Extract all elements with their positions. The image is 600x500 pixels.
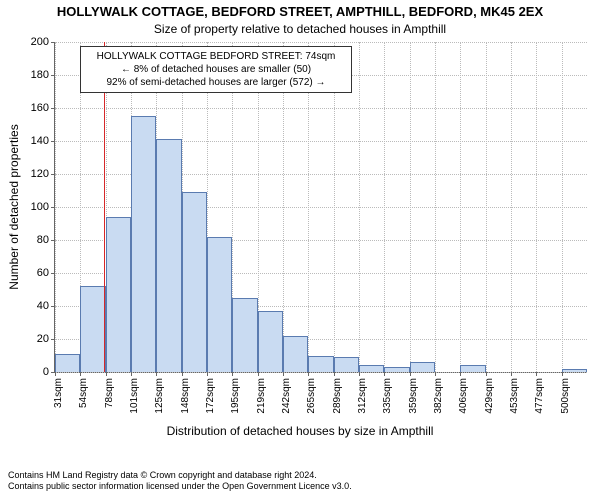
histogram-bar <box>106 217 131 372</box>
xtick-label: 429sqm <box>484 378 495 414</box>
xtick-mark <box>80 372 81 376</box>
xtick-label: 312sqm <box>357 378 368 414</box>
xtick-mark <box>156 372 157 376</box>
xtick-mark <box>359 372 360 376</box>
gridline-h <box>55 372 587 373</box>
footer-line: Contains public sector information licen… <box>8 481 352 492</box>
xtick-label: 289sqm <box>332 378 343 414</box>
histogram-bar <box>55 354 80 372</box>
xtick-mark <box>410 372 411 376</box>
xtick-label: 500sqm <box>560 378 571 414</box>
xtick-mark <box>182 372 183 376</box>
footer-line: Contains HM Land Registry data © Crown c… <box>8 470 352 481</box>
histogram-bar <box>460 365 485 372</box>
xtick-label: 382sqm <box>433 378 444 414</box>
xtick-mark <box>334 372 335 376</box>
gridline-v <box>562 42 563 372</box>
xtick-mark <box>486 372 487 376</box>
info-box-line: 92% of semi-detached houses are larger (… <box>87 76 345 89</box>
info-box-line: HOLLYWALK COTTAGE BEDFORD STREET: 74sqm <box>87 50 345 63</box>
xtick-label: 219sqm <box>256 378 267 414</box>
ytick-label: 120 <box>31 168 55 180</box>
attribution-footer: Contains HM Land Registry data © Crown c… <box>8 470 352 493</box>
histogram-bar <box>359 365 384 372</box>
ytick-label: 0 <box>43 366 55 378</box>
xtick-mark <box>562 372 563 376</box>
xtick-mark <box>55 372 56 376</box>
xtick-mark <box>106 372 107 376</box>
info-box-line: ← 8% of detached houses are smaller (50) <box>87 63 345 76</box>
xtick-label: 54sqm <box>78 378 89 408</box>
histogram-bar <box>182 192 207 372</box>
xtick-mark <box>207 372 208 376</box>
ytick-label: 80 <box>37 234 55 246</box>
gridline-v <box>435 42 436 372</box>
ytick-label: 140 <box>31 135 55 147</box>
ytick-label: 20 <box>37 333 55 345</box>
ytick-label: 200 <box>31 36 55 48</box>
xtick-mark <box>384 372 385 376</box>
marker-info-box: HOLLYWALK COTTAGE BEDFORD STREET: 74sqm←… <box>80 46 352 93</box>
histogram-bar <box>334 357 359 372</box>
histogram-bar <box>258 311 283 372</box>
xtick-label: 406sqm <box>458 378 469 414</box>
xtick-mark <box>536 372 537 376</box>
xtick-label: 242sqm <box>281 378 292 414</box>
histogram-bar <box>562 369 587 372</box>
xtick-mark <box>283 372 284 376</box>
histogram-bar <box>207 237 232 372</box>
chart-title-main: HOLLYWALK COTTAGE, BEDFORD STREET, AMPTH… <box>0 4 600 19</box>
histogram-bar <box>80 286 105 372</box>
xtick-label: 335sqm <box>382 378 393 414</box>
xtick-mark <box>511 372 512 376</box>
xtick-mark <box>232 372 233 376</box>
xtick-label: 477sqm <box>534 378 545 414</box>
histogram-bar <box>384 367 409 372</box>
ytick-label: 180 <box>31 69 55 81</box>
gridline-v <box>55 42 56 372</box>
xtick-mark <box>258 372 259 376</box>
gridline-h <box>55 42 587 43</box>
ytick-label: 60 <box>37 267 55 279</box>
xtick-mark <box>131 372 132 376</box>
xtick-mark <box>460 372 461 376</box>
gridline-v <box>536 42 537 372</box>
xtick-mark <box>435 372 436 376</box>
histogram-bar <box>131 116 156 372</box>
gridline-v <box>511 42 512 372</box>
gridline-v <box>359 42 360 372</box>
xtick-mark <box>308 372 309 376</box>
histogram-bar <box>156 139 181 372</box>
xtick-label: 195sqm <box>230 378 241 414</box>
xtick-label: 125sqm <box>154 378 165 414</box>
xtick-label: 101sqm <box>129 378 140 414</box>
histogram-bar <box>410 362 435 372</box>
xtick-label: 78sqm <box>104 378 115 408</box>
histogram-bar <box>308 356 333 373</box>
xtick-label: 31sqm <box>53 378 64 408</box>
ytick-label: 160 <box>31 102 55 114</box>
y-axis-label: Number of detached properties <box>7 124 21 289</box>
histogram-bar <box>283 336 308 372</box>
gridline-h <box>55 108 587 109</box>
xtick-label: 453sqm <box>509 378 520 414</box>
ytick-label: 100 <box>31 201 55 213</box>
gridline-v <box>410 42 411 372</box>
xtick-label: 172sqm <box>205 378 216 414</box>
chart-container: HOLLYWALK COTTAGE, BEDFORD STREET, AMPTH… <box>0 0 600 500</box>
histogram-bar <box>232 298 257 372</box>
gridline-v <box>384 42 385 372</box>
gridline-v <box>460 42 461 372</box>
xtick-label: 265sqm <box>306 378 317 414</box>
ytick-label: 40 <box>37 300 55 312</box>
chart-title-sub: Size of property relative to detached ho… <box>0 22 600 36</box>
xtick-label: 148sqm <box>180 378 191 414</box>
xtick-label: 359sqm <box>408 378 419 414</box>
x-axis-label: Distribution of detached houses by size … <box>0 424 600 438</box>
gridline-v <box>486 42 487 372</box>
